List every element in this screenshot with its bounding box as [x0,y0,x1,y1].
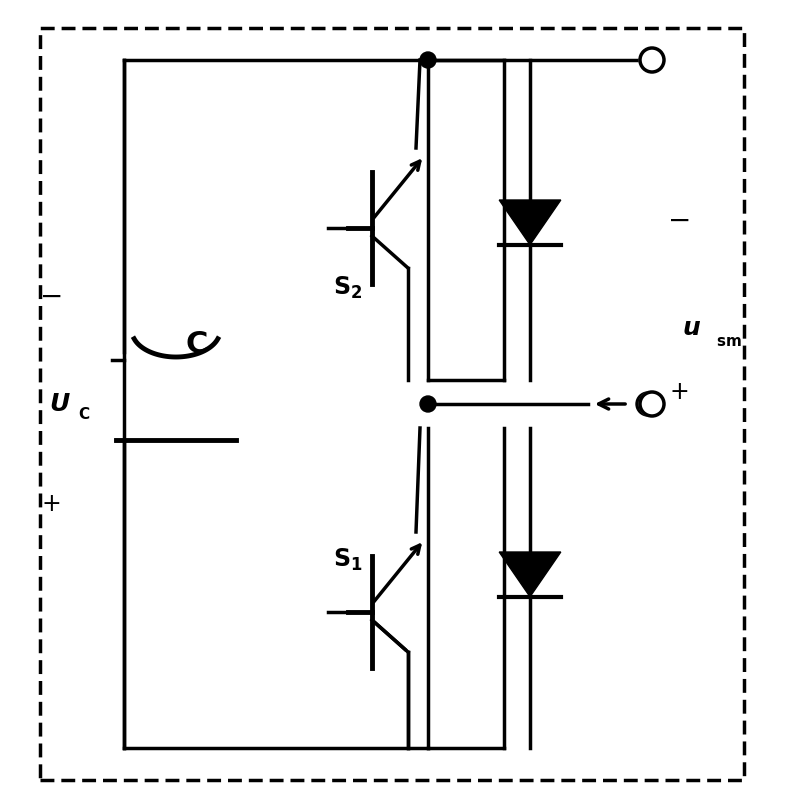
Text: $\boldsymbol{u}$: $\boldsymbol{u}$ [682,316,702,340]
Text: $\mathbf{S_1}$: $\mathbf{S_1}$ [334,547,362,573]
Circle shape [640,392,664,416]
Text: $\mathbf{C}$: $\mathbf{C}$ [185,330,207,359]
Text: $\mathbf{C}$: $\mathbf{C}$ [78,406,90,423]
Polygon shape [499,200,561,245]
Circle shape [420,52,436,68]
Text: $-$: $-$ [667,206,690,234]
Text: $\mathbf{S_2}$: $\mathbf{S_2}$ [334,275,362,301]
Polygon shape [499,552,561,597]
Text: $\mathbf{sm}$: $\mathbf{sm}$ [716,334,742,349]
Circle shape [420,396,436,412]
Text: $\boldsymbol{U}$: $\boldsymbol{U}$ [49,392,71,416]
Circle shape [640,48,664,72]
Text: $+$: $+$ [41,492,60,516]
Text: $+$: $+$ [669,380,688,404]
Circle shape [636,392,660,416]
Text: $-$: $-$ [39,282,62,310]
